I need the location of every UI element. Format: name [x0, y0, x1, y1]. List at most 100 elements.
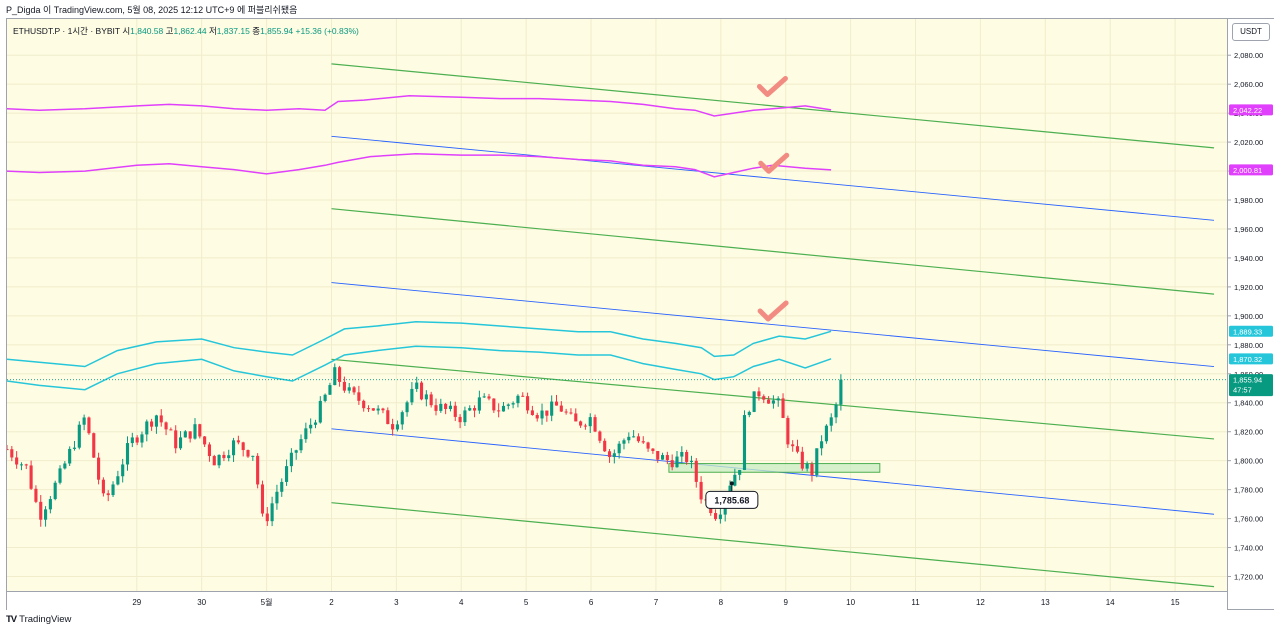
candle-body: [198, 424, 202, 437]
time-axis[interactable]: 29 30 5월 2 3 4 5 6 7 8 9 10 11 12 13 14 15: [7, 591, 1227, 610]
candle-body: [164, 422, 168, 430]
open-label: 시: [122, 26, 131, 36]
candle-body: [97, 457, 101, 480]
channel-line-3: [331, 358, 1215, 440]
candle-body: [458, 416, 462, 423]
candle-body: [588, 417, 592, 427]
price-label-text: 2,042.22: [1233, 106, 1262, 115]
price-tick-label: 1,980.00: [1234, 196, 1263, 205]
candle-body: [429, 394, 433, 406]
candle-body: [762, 396, 766, 400]
candle-body: [405, 402, 409, 413]
candle-body: [733, 474, 737, 486]
candle-body: [636, 436, 640, 442]
candle-body: [583, 425, 587, 427]
candle-body: [227, 455, 231, 459]
candle-body: [805, 463, 809, 469]
price-label-box: [1229, 164, 1273, 176]
candle-body: [299, 439, 303, 451]
candle-body: [550, 401, 554, 416]
candle-body: [535, 415, 539, 419]
candle-body: [424, 394, 428, 400]
candle-body: [574, 413, 578, 422]
candle-body: [92, 433, 96, 458]
candle-body: [289, 452, 293, 467]
support-zone: [668, 463, 881, 473]
candle-body: [280, 481, 284, 492]
chart-frame[interactable]: 1,785.68 ETHUSDT.P · 1시간 · BYBIT 시1,840.…: [5, 18, 1274, 610]
candle-body: [463, 410, 467, 423]
time-tick-label: 29: [132, 598, 141, 607]
cyan-envelope-2: [6, 345, 832, 391]
candle-body: [366, 408, 371, 410]
time-tick-label: 12: [976, 598, 985, 607]
candle-body: [130, 437, 134, 444]
candle-body: [313, 422, 318, 425]
price-tick-label: 1,940.00: [1234, 254, 1263, 263]
candle-body: [174, 430, 178, 449]
price-label-text: 2,000.81: [1233, 166, 1262, 175]
candle-body: [675, 456, 679, 468]
candle-body: [34, 488, 38, 502]
candle-body: [444, 403, 448, 410]
candle-body: [660, 455, 665, 460]
time-axis-labels: 29 30 5월 2 3 4 5 6 7 8 9 10 11 12 13 14 15: [132, 597, 1180, 607]
candle-body: [738, 470, 742, 475]
price-chart[interactable]: 1,785.68: [5, 19, 1227, 591]
cyan-envelope-1: [6, 320, 832, 368]
time-tick-label: 4: [459, 598, 464, 607]
candle-body: [285, 466, 289, 482]
price-tick-label: 1,740.00: [1234, 544, 1263, 553]
candle-body: [395, 424, 399, 430]
candle-body: [24, 464, 28, 466]
price-axis[interactable]: USDT 1,720.00 1,740.00 1,760.00 1,780.00 1,8…: [1227, 19, 1274, 609]
symbol-name[interactable]: ETHUSDT.P · 1시간 · BYBIT: [13, 26, 120, 36]
candle-body: [641, 441, 645, 443]
candle-body: [193, 424, 197, 439]
candle-body: [68, 448, 72, 464]
candle-body: [178, 437, 183, 449]
candle-body: [579, 421, 583, 426]
candle-body: [714, 513, 718, 520]
low-value: 1,837.15: [216, 26, 250, 36]
candle-body: [5, 449, 9, 451]
plot-area[interactable]: 1,785.68 ETHUSDT.P · 1시간 · BYBIT 시1,840.…: [5, 19, 1227, 591]
annotation-label: 1,785.68: [714, 495, 749, 505]
channel-line-1: [331, 63, 1215, 149]
candle-body: [101, 479, 105, 494]
candle-body: [651, 448, 655, 451]
candle-body: [569, 412, 573, 414]
candle-body: [270, 503, 274, 522]
price-tick-label: 1,880.00: [1234, 341, 1263, 350]
candle-body: [347, 387, 351, 391]
candle-body: [150, 421, 154, 427]
time-tick-label: 9: [783, 598, 788, 607]
checkmark-icon: [756, 76, 788, 98]
candle-body: [48, 499, 52, 510]
candle-body: [342, 381, 346, 391]
candle-body: [212, 456, 216, 466]
channel-line-4: [331, 502, 1215, 588]
candle-body: [260, 484, 265, 514]
price-tick-label: 1,780.00: [1234, 486, 1263, 495]
tradingview-logo[interactable]: TV: [6, 614, 17, 625]
candle-body: [482, 396, 486, 398]
candle-body: [593, 417, 597, 432]
candle-body: [15, 457, 19, 465]
candle-body: [111, 484, 115, 496]
candle-body: [154, 415, 158, 427]
author-line: P_Digda 이 TradingView.com, 5월 08, 2025 1…: [6, 5, 298, 15]
candle-body: [689, 460, 694, 462]
price-label-countdown: 47:57: [1233, 386, 1252, 395]
currency-selector[interactable]: USDT: [1232, 23, 1270, 41]
price-label-box: [1229, 353, 1273, 365]
candle-body: [217, 454, 221, 466]
time-tick-label: 2: [329, 598, 334, 607]
time-tick-label: 5: [524, 598, 529, 607]
footer: TV TradingView: [6, 614, 71, 625]
candle-body: [338, 367, 342, 382]
candle-body: [53, 482, 57, 500]
candle-body: [834, 404, 838, 418]
candle-body: [116, 476, 120, 485]
candle-body: [670, 460, 674, 468]
